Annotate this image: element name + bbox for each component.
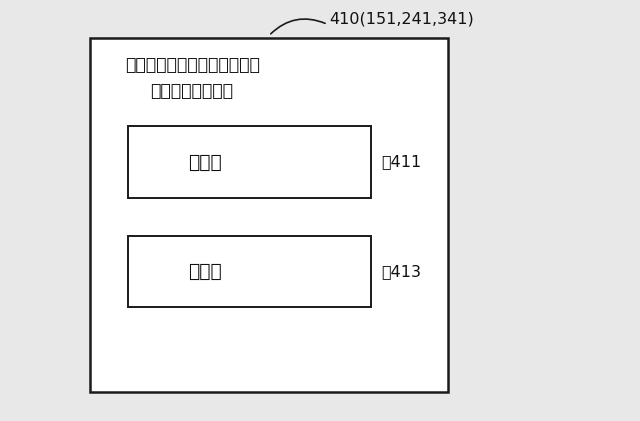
Bar [90,38,448,392]
Text: ～411: ～411 [381,155,421,170]
Bar [128,236,371,307]
Text: スレーブ型のオペレーション: スレーブ型のオペレーション [125,56,260,74]
Text: 410(151,241,341): 410(151,241,341) [330,11,474,27]
Text: ～413: ～413 [381,264,421,279]
Text: 取得部: 取得部 [188,262,221,281]
Text: モード決定処理部: モード決定処理部 [150,82,234,99]
Text: 通知部: 通知部 [188,152,221,172]
Bar [128,126,371,198]
